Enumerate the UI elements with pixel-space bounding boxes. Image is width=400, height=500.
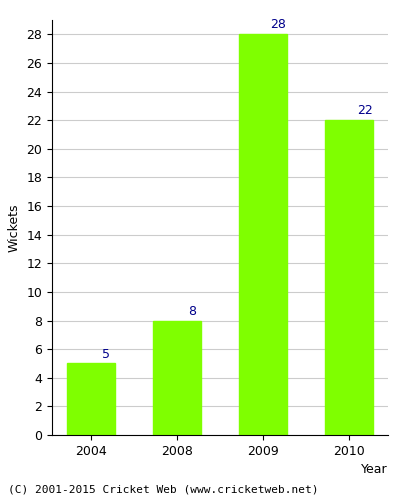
Bar xyxy=(67,364,114,435)
Bar xyxy=(239,34,287,435)
Text: 8: 8 xyxy=(188,304,196,318)
Y-axis label: Wickets: Wickets xyxy=(8,203,21,252)
Text: 5: 5 xyxy=(102,348,110,360)
Text: (C) 2001-2015 Cricket Web (www.cricketweb.net): (C) 2001-2015 Cricket Web (www.cricketwe… xyxy=(8,485,318,495)
Text: 28: 28 xyxy=(270,18,286,32)
Bar xyxy=(153,320,201,435)
Bar xyxy=(326,120,373,435)
Text: 22: 22 xyxy=(357,104,372,118)
X-axis label: Year: Year xyxy=(361,464,388,476)
